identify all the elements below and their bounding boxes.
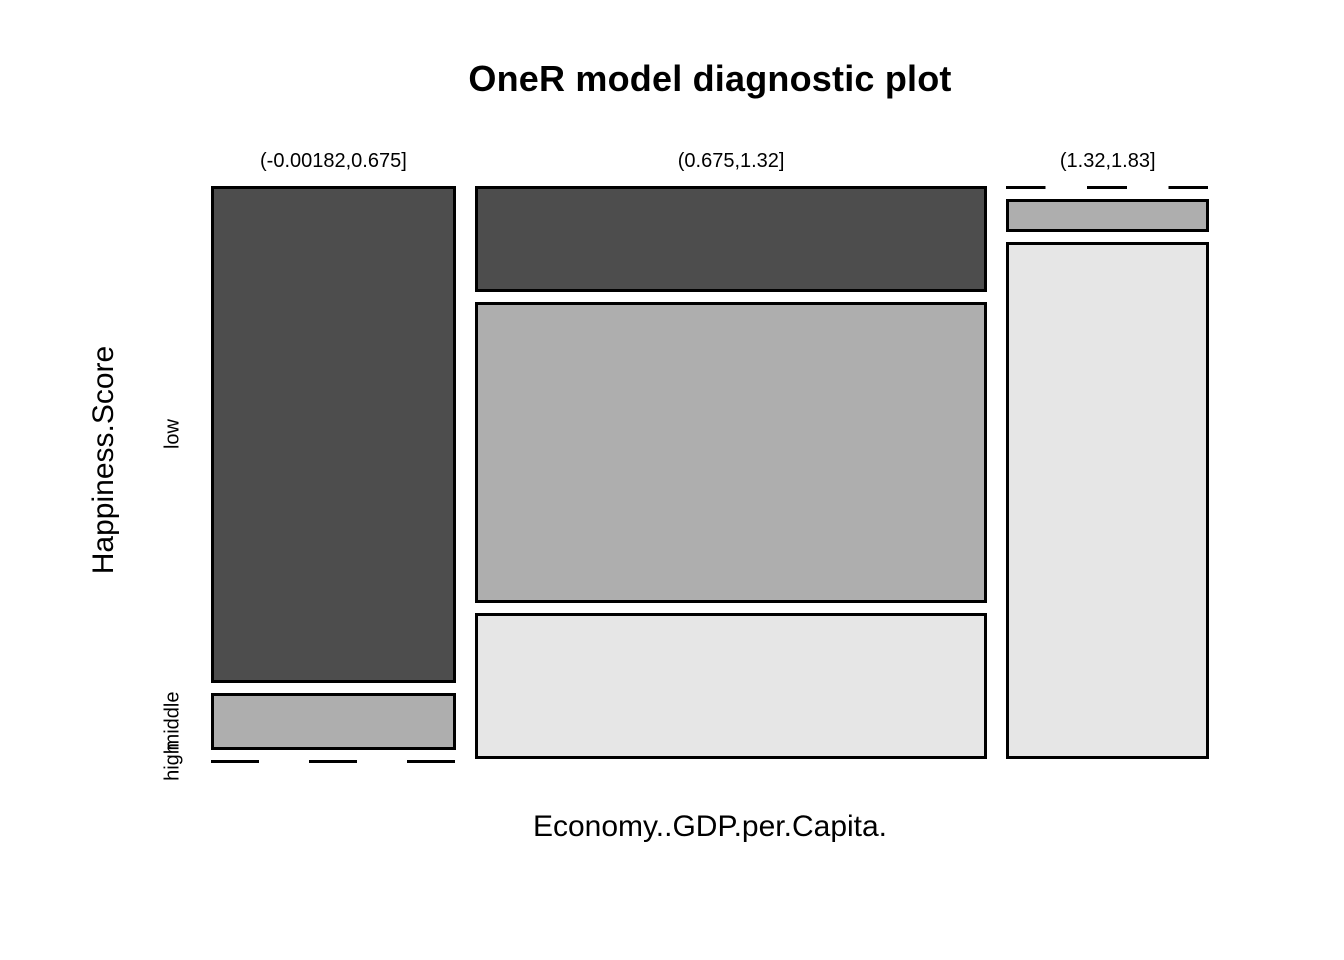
mosaic-cell-middle: [474, 301, 988, 603]
mosaic-zero-cell-high: [211, 760, 456, 763]
mosaic-cell-middle: [1006, 199, 1209, 232]
mosaic-zero-cell-low: [1006, 186, 1209, 189]
chart-title: OneR model diagnostic plot: [468, 58, 952, 99]
mosaic-column-3: (1.32,1.83]: [1006, 150, 1209, 760]
mosaic-cell-high: [474, 612, 988, 759]
mosaic-plot-area: (-0.00182,0.675] (0.675,1.32] (1.32,1.83]: [211, 150, 1209, 763]
mosaic-cell-low: [211, 186, 456, 683]
x-axis-label: Economy..GDP.per.Capita.: [532, 810, 888, 843]
y-tick-low: low: [161, 419, 184, 450]
mosaic-column-1: (-0.00182,0.675]: [211, 150, 456, 763]
mosaic-cell-middle: [211, 692, 456, 750]
mosaic-cell-high: [1006, 241, 1209, 760]
x-category-label: (0.675,1.32]: [677, 150, 785, 172]
y-tick-middle: middle: [161, 692, 184, 751]
mosaic-column-2: (0.675,1.32]: [474, 150, 988, 760]
y-axis-label: Happiness.Score: [87, 345, 120, 575]
x-category-label: (1.32,1.83]: [1059, 150, 1156, 172]
mosaic-cell-low: [474, 186, 988, 292]
x-category-label: (-0.00182,0.675]: [260, 150, 407, 172]
y-tick-high: high: [161, 742, 184, 781]
